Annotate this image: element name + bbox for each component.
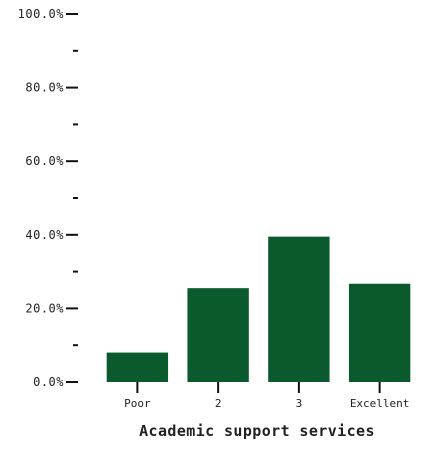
- x-axis: Poor 2 3 Excellent: [124, 382, 409, 410]
- x-tick-label: 2: [215, 397, 222, 410]
- y-tick-label: 0.0%: [33, 375, 64, 389]
- x-axis-title: Academic support services: [139, 422, 375, 440]
- y-tick-label: 100.0%: [18, 7, 65, 21]
- bar-2: [187, 288, 249, 382]
- x-tick-label: 3: [296, 397, 303, 410]
- y-tick-label: 40.0%: [25, 228, 64, 242]
- bar-poor: [106, 352, 169, 382]
- bar-3: [268, 236, 330, 382]
- y-axis: 0.0% 20.0% 40.0% 60.0% 80.0% 100.0%: [18, 7, 78, 389]
- x-tick-label: Poor: [124, 397, 151, 410]
- bar-excellent: [348, 283, 411, 382]
- x-tick-label: Excellent: [350, 397, 410, 410]
- y-tick-label: 60.0%: [25, 154, 64, 168]
- y-tick-label: 20.0%: [25, 301, 64, 315]
- y-tick-label: 80.0%: [25, 81, 64, 95]
- bars: [106, 236, 411, 382]
